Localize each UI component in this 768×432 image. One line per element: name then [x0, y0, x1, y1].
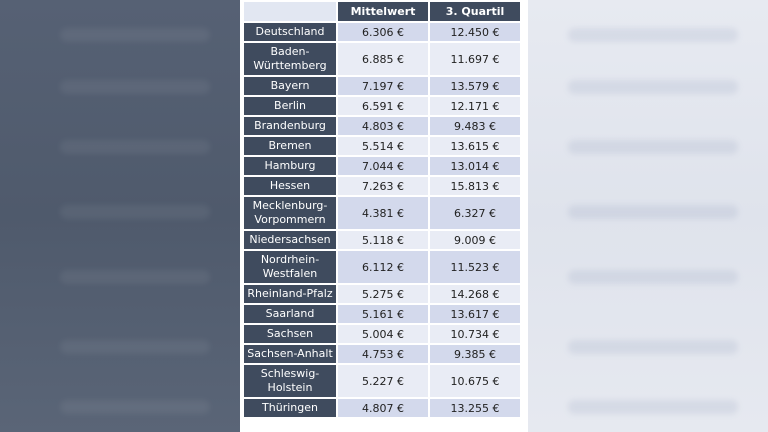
column-header-quartil: 3. Quartil — [430, 2, 520, 21]
row-header-region: Rheinland-Pfalz — [244, 285, 336, 303]
blur-stripe — [568, 80, 738, 94]
cell-mittelwert: 6.112 € — [338, 251, 428, 283]
row-header-region: Berlin — [244, 97, 336, 115]
row-header-region: Sachsen — [244, 325, 336, 343]
cell-quartil3: 13.014 € — [430, 157, 520, 175]
table-row: Thüringen 4.807 €13.255 € — [244, 399, 520, 417]
row-header-region: Niedersachsen — [244, 231, 336, 249]
table-row: Hamburg 7.044 €13.014 € — [244, 157, 520, 175]
row-header-region: Bremen — [244, 137, 336, 155]
row-header-region: Sachsen-Anhalt — [244, 345, 336, 363]
cell-quartil3: 9.009 € — [430, 231, 520, 249]
row-header-region: Brandenburg — [244, 117, 336, 135]
column-header-mittelwert: Mittelwert — [338, 2, 428, 21]
table-row: Saarland 5.161 €13.617 € — [244, 305, 520, 323]
cell-mittelwert: 5.118 € — [338, 231, 428, 249]
row-header-region: Nordrhein- Westfalen — [244, 251, 336, 283]
cell-quartil3: 10.734 € — [430, 325, 520, 343]
cell-mittelwert: 4.753 € — [338, 345, 428, 363]
table-panel: Mittelwert 3. Quartil Deutschland 6.306 €… — [240, 0, 528, 432]
cell-quartil3: 14.268 € — [430, 285, 520, 303]
cell-quartil3: 12.450 € — [430, 23, 520, 41]
cell-mittelwert: 4.803 € — [338, 117, 428, 135]
row-header-region: Mecklenburg- Vorpommern — [244, 197, 336, 229]
table-row: Brandenburg 4.803 €9.483 € — [244, 117, 520, 135]
blur-stripe — [568, 340, 738, 354]
cell-quartil3: 11.697 € — [430, 43, 520, 75]
table-row: Rheinland-Pfalz 5.275 €14.268 € — [244, 285, 520, 303]
table-row: Schleswig- Holstein 5.227 €10.675 € — [244, 365, 520, 397]
table-body: Deutschland 6.306 €12.450 € Baden- Württemb… — [244, 23, 520, 417]
cell-quartil3: 11.523 € — [430, 251, 520, 283]
blur-stripe — [60, 80, 210, 94]
blur-stripe — [568, 205, 738, 219]
blur-stripe — [568, 270, 738, 284]
row-header-region: Hessen — [244, 177, 336, 195]
row-header-region: Schleswig- Holstein — [244, 365, 336, 397]
table-row: Niedersachsen 5.118 €9.009 € — [244, 231, 520, 249]
table-row: Nordrhein- Westfalen 6.112 €11.523 € — [244, 251, 520, 283]
table-row: Sachsen-Anhalt 4.753 €9.385 € — [244, 345, 520, 363]
row-header-region: Bayern — [244, 77, 336, 95]
blur-stripe — [60, 28, 210, 42]
cell-quartil3: 13.579 € — [430, 77, 520, 95]
cell-mittelwert: 4.807 € — [338, 399, 428, 417]
cell-mittelwert: 4.381 € — [338, 197, 428, 229]
blur-stripe — [568, 28, 738, 42]
cell-mittelwert: 5.275 € — [338, 285, 428, 303]
cell-mittelwert: 6.591 € — [338, 97, 428, 115]
blurred-background-right — [528, 0, 768, 432]
table-row: Bremen 5.514 €13.615 € — [244, 137, 520, 155]
blur-stripe — [60, 205, 210, 219]
cell-quartil3: 13.615 € — [430, 137, 520, 155]
cell-quartil3: 9.483 € — [430, 117, 520, 135]
row-header-region: Baden- Württemberg — [244, 43, 336, 75]
blur-stripe — [60, 400, 210, 414]
blur-stripe — [60, 340, 210, 354]
blur-stripe — [60, 140, 210, 154]
row-header-region: Thüringen — [244, 399, 336, 417]
cell-mittelwert: 5.514 € — [338, 137, 428, 155]
table-header-row: Mittelwert 3. Quartil — [244, 2, 520, 21]
cell-mittelwert: 6.306 € — [338, 23, 428, 41]
cell-mittelwert: 7.263 € — [338, 177, 428, 195]
row-header-region: Hamburg — [244, 157, 336, 175]
salary-table: Mittelwert 3. Quartil Deutschland 6.306 €… — [242, 0, 522, 419]
table-row: Bayern 7.197 €13.579 € — [244, 77, 520, 95]
table-row: Sachsen 5.004 €10.734 € — [244, 325, 520, 343]
cell-quartil3: 10.675 € — [430, 365, 520, 397]
cell-mittelwert: 5.227 € — [338, 365, 428, 397]
cell-quartil3: 15.813 € — [430, 177, 520, 195]
cell-quartil3: 12.171 € — [430, 97, 520, 115]
blurred-background-left — [0, 0, 240, 432]
table-row: Hessen 7.263 €15.813 € — [244, 177, 520, 195]
table-row: Deutschland 6.306 €12.450 € — [244, 23, 520, 41]
cell-quartil3: 6.327 € — [430, 197, 520, 229]
cell-mittelwert: 5.004 € — [338, 325, 428, 343]
cell-quartil3: 9.385 € — [430, 345, 520, 363]
table-row: Baden- Württemberg 6.885 €11.697 € — [244, 43, 520, 75]
table-row: Berlin 6.591 €12.171 € — [244, 97, 520, 115]
row-header-region: Saarland — [244, 305, 336, 323]
cell-mittelwert: 7.044 € — [338, 157, 428, 175]
cell-mittelwert: 5.161 € — [338, 305, 428, 323]
cell-quartil3: 13.255 € — [430, 399, 520, 417]
cell-quartil3: 13.617 € — [430, 305, 520, 323]
row-header-region: Deutschland — [244, 23, 336, 41]
cell-mittelwert: 7.197 € — [338, 77, 428, 95]
corner-header-cell — [244, 2, 336, 21]
cell-mittelwert: 6.885 € — [338, 43, 428, 75]
blur-stripe — [568, 140, 738, 154]
table-row: Mecklenburg- Vorpommern 4.381 €6.327 € — [244, 197, 520, 229]
blur-stripe — [60, 270, 210, 284]
blur-stripe — [568, 400, 738, 414]
